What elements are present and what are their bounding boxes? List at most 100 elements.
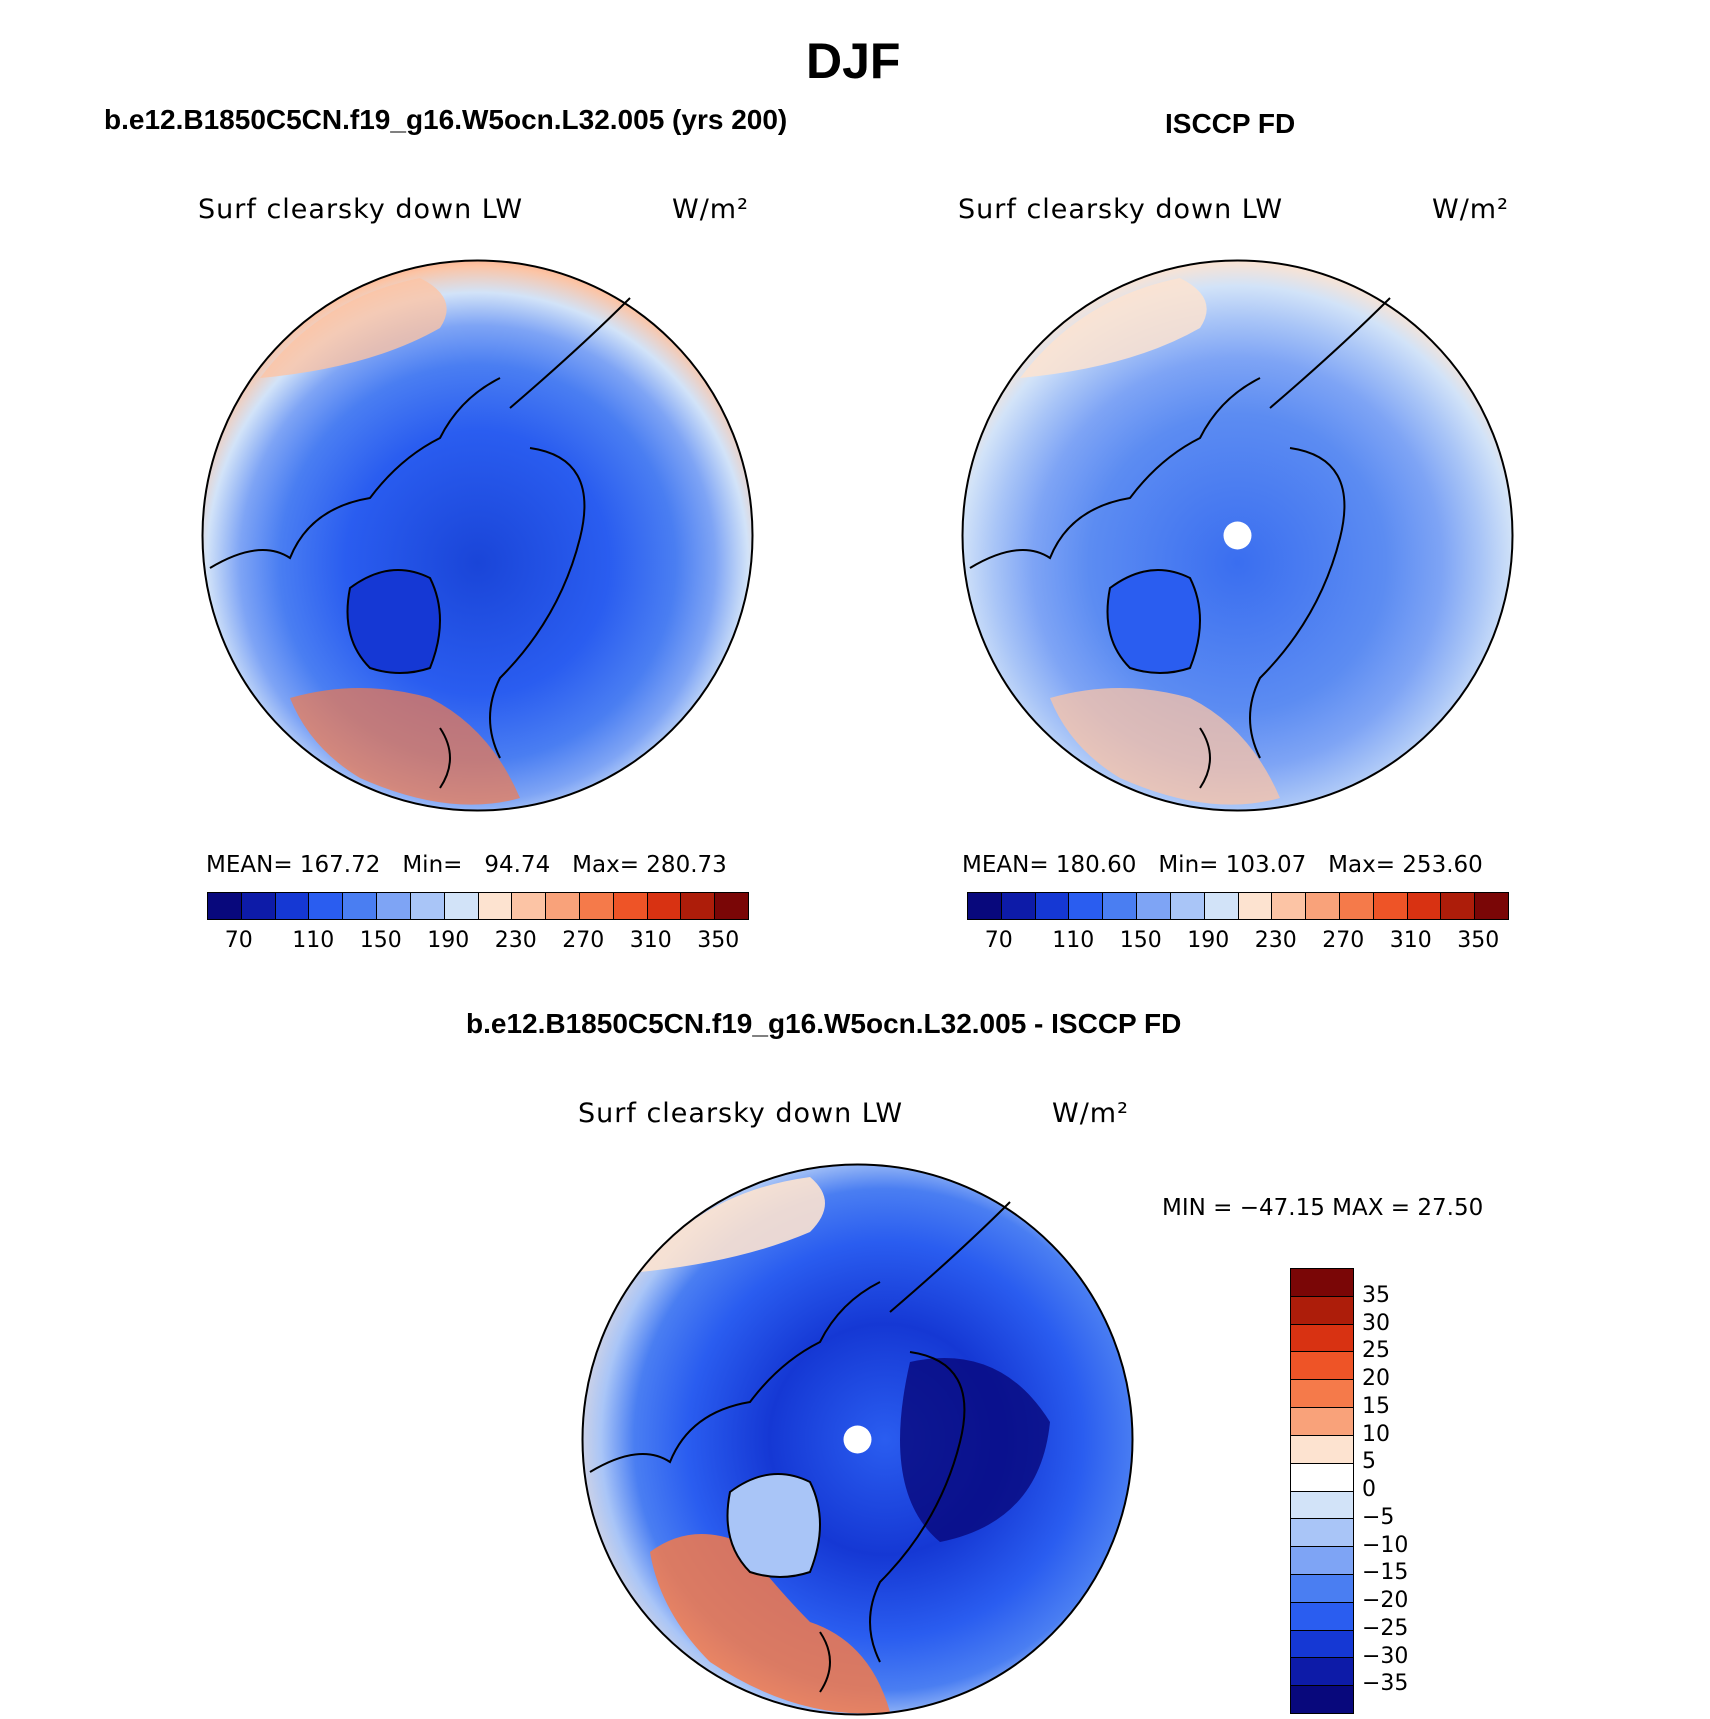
colorbar-swatch — [1339, 893, 1374, 919]
colorbar-tick-label: −20 — [1362, 1588, 1409, 1613]
colorbar-tick-label: 310 — [629, 928, 672, 953]
colorbar-swatch — [1407, 893, 1442, 919]
colorbar-swatch — [1170, 893, 1205, 919]
colorbar-tick-label: 150 — [359, 928, 402, 953]
panel2-units: W/m² — [1432, 194, 1509, 225]
panel1-polar-map — [201, 259, 754, 812]
colorbar-tick-label: 190 — [1187, 928, 1230, 953]
colorbar-swatch — [478, 893, 513, 919]
colorbar-swatch — [1069, 893, 1104, 919]
colorbar-swatch — [715, 893, 748, 919]
colorbar-swatch — [208, 893, 242, 919]
colorbar-tick-label: 20 — [1362, 1366, 1390, 1391]
panel1-units: W/m² — [672, 194, 749, 225]
panel1-greenland — [346, 569, 441, 674]
panel2-mean-value: 180.60 — [1055, 852, 1137, 878]
panel1-coastline-eurasia — [439, 297, 631, 789]
colorbar-swatch — [1291, 1519, 1353, 1548]
panel1-min-value: 94.74 — [484, 852, 551, 878]
colorbar-tick-label: −35 — [1362, 1671, 1409, 1697]
colorbar-swatch — [1001, 893, 1036, 919]
colorbar-swatch — [1291, 1352, 1353, 1381]
panel1-mean-label: MEAN= — [206, 852, 293, 878]
colorbar-swatch — [1475, 893, 1508, 919]
colorbar-swatch — [546, 893, 580, 919]
panel2-variable: Surf clearsky down LW — [958, 194, 1284, 225]
colorbar-tick-label: 230 — [1254, 928, 1297, 953]
diff-pole-gap — [843, 1425, 872, 1454]
colorbar-swatch — [1291, 1408, 1353, 1436]
colorbar-swatch — [1291, 1435, 1353, 1464]
colorbar-tick-label: −30 — [1362, 1643, 1409, 1669]
colorbar-swatch — [1137, 893, 1171, 919]
panel2-colorbar — [967, 892, 1509, 920]
colorbar-swatch — [1291, 1296, 1353, 1325]
panel1-coastline-america — [209, 377, 501, 569]
colorbar-swatch — [1291, 1686, 1353, 1713]
colorbar-tick-label: 30 — [1362, 1310, 1390, 1336]
panel1-north-atlantic-warm — [290, 688, 520, 805]
colorbar-swatch — [1291, 1463, 1353, 1492]
colorbar-tick-label: −10 — [1362, 1532, 1409, 1558]
panel1-stats: MEAN= 167.72 Min= 94.74 Max= 280.73 — [206, 852, 727, 878]
colorbar-swatch — [1291, 1491, 1353, 1520]
colorbar-tick-label: −25 — [1362, 1615, 1409, 1641]
panel2-coastline-eurasia — [1199, 297, 1391, 789]
panel2-max-label: Max= — [1328, 852, 1395, 878]
colorbar-tick-label: 270 — [562, 928, 605, 953]
colorbar-swatch — [1272, 893, 1307, 919]
colorbar-swatch — [1204, 893, 1239, 919]
panel2-polar-map — [961, 259, 1514, 812]
colorbar-tick-label: 0 — [1362, 1477, 1376, 1502]
colorbar-tick-label: −5 — [1362, 1504, 1395, 1530]
panel2-pole-gap — [1223, 521, 1252, 550]
panel2-mean-label: MEAN= — [962, 852, 1049, 878]
colorbar-swatch — [1291, 1547, 1353, 1575]
colorbar-tick-label: 150 — [1119, 928, 1162, 953]
figure-title: DJF — [806, 33, 901, 89]
colorbar-swatch — [1291, 1269, 1353, 1297]
diff-coastline-eurasia — [819, 1201, 1011, 1693]
colorbar-tick-label: 70 — [984, 928, 1013, 953]
colorbar-tick-label: −15 — [1362, 1560, 1409, 1586]
panel2-min-value: 103.07 — [1225, 852, 1307, 878]
colorbar-swatch — [681, 893, 716, 919]
diff-north-pacific-warm — [640, 1177, 825, 1272]
colorbar-tick-label: 230 — [494, 928, 537, 953]
panel1-variable: Surf clearsky down LW — [198, 194, 524, 225]
colorbar-swatch — [241, 893, 276, 919]
colorbar-swatch — [1291, 1574, 1353, 1603]
colorbar-swatch — [1238, 893, 1273, 919]
diff-greenland — [726, 1473, 821, 1578]
diff-polar-map — [581, 1163, 1134, 1716]
panel1-max-label: Max= — [572, 852, 639, 878]
colorbar-swatch — [309, 893, 344, 919]
colorbar-tick-label: 190 — [427, 928, 470, 953]
colorbar-tick-label: 70 — [224, 928, 253, 953]
colorbar-swatch — [275, 893, 310, 919]
colorbar-tick-label: 10 — [1362, 1421, 1390, 1447]
panel2-min-label: Min= — [1158, 852, 1219, 878]
panel1-colorbar — [207, 892, 749, 920]
panel2-north-pacific-warm — [1020, 278, 1207, 378]
panel1-min-label: Min= — [402, 852, 463, 878]
colorbar-swatch — [968, 893, 1002, 919]
panel2-north-atlantic-warm — [1050, 688, 1280, 805]
colorbar-swatch — [1291, 1602, 1353, 1631]
colorbar-swatch — [1035, 893, 1070, 919]
diff-variable: Surf clearsky down LW — [578, 1098, 904, 1129]
colorbar-swatch — [1291, 1380, 1353, 1409]
diff-title: b.e12.B1850C5CN.f19_g16.W5ocn.L32.005 - … — [466, 1008, 1182, 1039]
diff-units: W/m² — [1052, 1098, 1129, 1129]
colorbar-tick-label: 5 — [1362, 1449, 1376, 1475]
colorbar-tick-label: 110 — [1052, 928, 1095, 953]
colorbar-swatch — [579, 893, 614, 919]
panel1-case-title: b.e12.B1850C5CN.f19_g16.W5ocn.L32.005 (y… — [104, 104, 788, 135]
colorbar-tick-label: 25 — [1362, 1338, 1390, 1364]
panel2-stats: MEAN= 180.60 Min= 103.07 Max= 253.60 — [962, 852, 1483, 878]
colorbar-swatch — [1291, 1630, 1353, 1659]
colorbar-tick-label: 110 — [292, 928, 335, 953]
panel2-coastline-america — [969, 377, 1261, 569]
panel1-max-value: 280.73 — [646, 852, 727, 878]
panel1-north-pacific-warm — [260, 278, 447, 378]
